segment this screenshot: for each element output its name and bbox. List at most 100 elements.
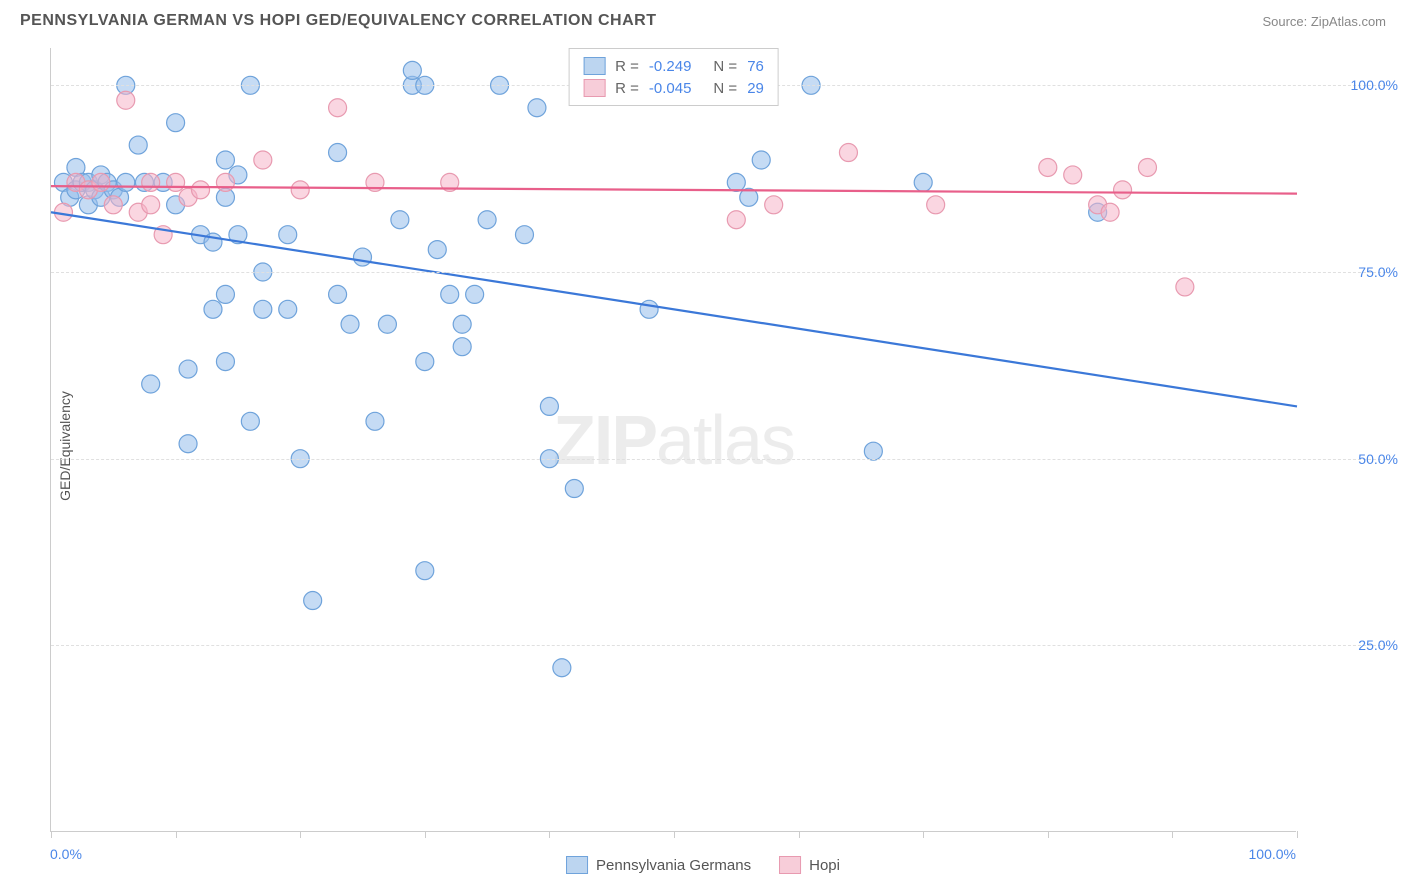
scatter-chart: ZIPatlas R = -0.249N = 76R = -0.045N = 2… [50, 48, 1296, 832]
data-point [241, 412, 259, 430]
legend-series-label: Pennsylvania Germans [596, 857, 751, 874]
legend-series-label: Hopi [809, 857, 840, 874]
data-point [565, 480, 583, 498]
grid-line [51, 645, 1386, 646]
legend-n-label: N = [713, 58, 737, 75]
data-point [378, 315, 396, 333]
data-point [727, 173, 745, 191]
data-point [515, 226, 533, 244]
data-point [540, 397, 558, 415]
data-point [216, 285, 234, 303]
x-tick [1048, 831, 1049, 838]
legend-swatch [566, 856, 588, 874]
data-point [291, 181, 309, 199]
data-point [528, 99, 546, 117]
data-point [142, 173, 160, 191]
x-tick [1297, 831, 1298, 838]
data-point [553, 659, 571, 677]
data-point [1138, 158, 1156, 176]
x-tick [923, 831, 924, 838]
data-point [329, 99, 347, 117]
x-tick [799, 831, 800, 838]
data-point [640, 300, 658, 318]
legend-stat-row: R = -0.045N = 29 [583, 77, 764, 99]
y-tick-label: 100.0% [1351, 77, 1398, 93]
data-point [216, 173, 234, 191]
data-point [117, 173, 135, 191]
data-point [216, 151, 234, 169]
data-point [752, 151, 770, 169]
y-tick-label: 50.0% [1358, 451, 1398, 467]
x-tick [300, 831, 301, 838]
data-point [416, 562, 434, 580]
chart-title: PENNSYLVANIA GERMAN VS HOPI GED/EQUIVALE… [20, 12, 656, 30]
data-point [179, 435, 197, 453]
data-point [117, 91, 135, 109]
legend-swatch [583, 79, 605, 97]
data-point [104, 196, 122, 214]
data-point [142, 196, 160, 214]
x-axis-min-label: 0.0% [50, 846, 82, 862]
data-point [453, 338, 471, 356]
data-point [1101, 203, 1119, 221]
data-point [478, 211, 496, 229]
data-point [1064, 166, 1082, 184]
x-axis-max-label: 100.0% [1249, 846, 1296, 862]
trend-line [51, 186, 1297, 193]
data-point [216, 353, 234, 371]
grid-line [51, 459, 1386, 460]
x-tick [549, 831, 550, 838]
data-point [864, 442, 882, 460]
data-point [1039, 158, 1057, 176]
grid-line [51, 272, 1386, 273]
chart-svg [51, 48, 1296, 831]
data-point [727, 211, 745, 229]
x-tick [176, 831, 177, 838]
legend-r-value: -0.249 [649, 58, 692, 75]
data-point [329, 144, 347, 162]
data-point [167, 114, 185, 132]
data-point [765, 196, 783, 214]
legend-r-label: R = [615, 80, 639, 97]
data-point [403, 61, 421, 79]
data-point [204, 300, 222, 318]
legend-n-label: N = [713, 80, 737, 97]
data-point [366, 412, 384, 430]
data-point [279, 300, 297, 318]
data-point [453, 315, 471, 333]
trend-line [51, 212, 1297, 406]
data-point [329, 285, 347, 303]
data-point [1114, 181, 1132, 199]
data-point [254, 300, 272, 318]
x-tick [1172, 831, 1173, 838]
data-point [914, 173, 932, 191]
y-tick-label: 75.0% [1358, 264, 1398, 280]
x-tick [674, 831, 675, 838]
legend-r-label: R = [615, 58, 639, 75]
data-point [354, 248, 372, 266]
legend-series-item: Hopi [779, 856, 840, 874]
data-point [927, 196, 945, 214]
x-tick [425, 831, 426, 838]
y-axis-ticks: 25.0% 50.0% 75.0% 100.0% [1306, 48, 1406, 832]
series-legend: Pennsylvania Germans Hopi [566, 856, 840, 874]
correlation-legend: R = -0.249N = 76R = -0.045N = 29 [568, 48, 779, 106]
data-point [167, 173, 185, 191]
data-point [304, 592, 322, 610]
legend-series-item: Pennsylvania Germans [566, 856, 751, 874]
data-point [179, 360, 197, 378]
data-point [391, 211, 409, 229]
y-tick-label: 25.0% [1358, 637, 1398, 653]
data-point [1176, 278, 1194, 296]
data-point [441, 285, 459, 303]
legend-swatch [779, 856, 801, 874]
data-point [279, 226, 297, 244]
data-point [341, 315, 359, 333]
data-point [92, 173, 110, 191]
data-point [192, 181, 210, 199]
data-point [129, 136, 147, 154]
data-point [254, 151, 272, 169]
x-tick [51, 831, 52, 838]
legend-n-value: 29 [747, 80, 764, 97]
data-point [142, 375, 160, 393]
